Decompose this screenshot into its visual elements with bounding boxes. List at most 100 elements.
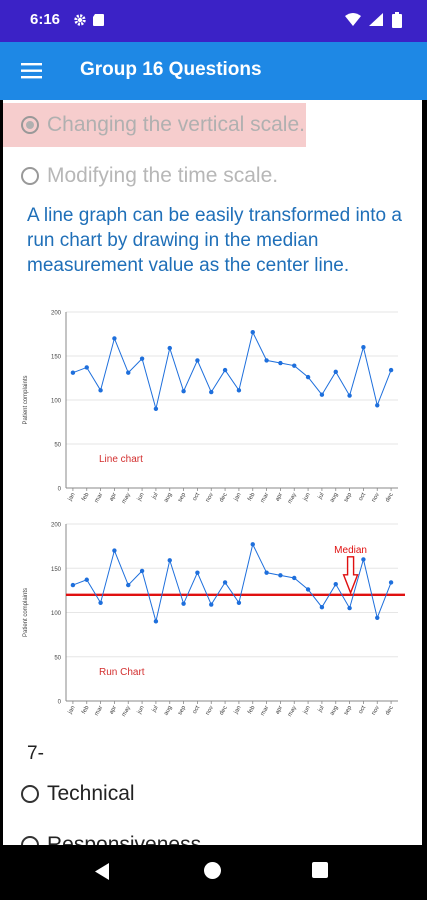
x-tick-label: oct (358, 705, 367, 715)
data-point (126, 582, 131, 588)
data-point (209, 602, 214, 607)
gear-icon (74, 14, 86, 26)
y-tick-label: 200 (51, 311, 62, 317)
x-tick-label: jun (302, 492, 312, 503)
series-line (72, 542, 392, 622)
x-tick-label: nov (371, 492, 381, 503)
data-point (250, 542, 255, 547)
answer-option[interactable]: Modifying the time scale. (3, 162, 278, 190)
x-tick-label: jun (302, 705, 312, 716)
chart-annotation: Run Chart (99, 667, 145, 678)
y-tick-label: 100 (51, 399, 62, 405)
x-tick-label: jul (151, 492, 160, 501)
x-tick-label: aug (163, 705, 173, 717)
data-point (375, 615, 380, 621)
data-point (98, 388, 103, 393)
y-tick-label: 200 (51, 523, 62, 529)
data-point (112, 548, 117, 553)
answer-option[interactable]: Responsiveness (3, 831, 201, 845)
data-point (278, 360, 283, 366)
data-point (84, 365, 89, 370)
answer-option[interactable]: Technical (3, 780, 135, 808)
radio-button[interactable] (21, 836, 39, 845)
status-right-icons (345, 12, 409, 33)
y-tick-label: 150 (51, 567, 62, 573)
y-tick-label: 0 (58, 700, 62, 706)
median-arrow-icon (342, 556, 359, 595)
x-tick-label: jun (136, 705, 146, 716)
status-left-icons (74, 13, 108, 32)
data-point (361, 345, 366, 350)
hamburger-menu-icon[interactable] (20, 59, 44, 83)
data-point (181, 389, 186, 394)
x-tick-label: jan (67, 705, 77, 716)
data-point (181, 601, 186, 606)
status-bar: 6:16 (0, 0, 427, 42)
x-tick-label: apr (109, 492, 119, 503)
x-tick-label: oct (358, 492, 367, 502)
answer-option-label: Technical (47, 782, 135, 805)
data-point (305, 374, 311, 380)
x-tick-label: sep (177, 491, 187, 503)
page-title: Group 16 Questions (80, 59, 262, 80)
answer-option-selected[interactable]: Changing the vertical scale. (3, 103, 306, 147)
data-point (250, 330, 255, 335)
status-time: 6:16 (30, 11, 61, 28)
x-tick-label: nov (205, 705, 215, 716)
home-circle-icon[interactable] (204, 862, 221, 879)
x-tick-label: mar (260, 705, 270, 717)
data-point (375, 403, 380, 408)
x-tick-label: dec (219, 492, 229, 503)
data-point (222, 367, 228, 373)
x-tick-label: aug (163, 492, 173, 504)
data-point (278, 573, 283, 578)
data-point (347, 393, 352, 398)
x-tick-label: jul (317, 705, 326, 714)
y-tick-label: 50 (54, 443, 61, 449)
question-content[interactable]: Changing the vertical scale. Modifying t… (3, 100, 422, 845)
x-tick-label: sep (343, 704, 353, 716)
data-point (98, 600, 103, 605)
data-point (112, 336, 117, 341)
chart-annotation: Line chart (99, 454, 143, 465)
y-tick-label: 150 (51, 355, 62, 361)
back-triangle-icon[interactable] (93, 862, 111, 886)
data-point (195, 358, 200, 363)
data-point (209, 389, 214, 395)
x-tick-label: mar (260, 492, 270, 504)
radio-button-checked[interactable] (21, 116, 39, 134)
data-point (264, 358, 269, 363)
x-tick-label: dec (219, 705, 229, 716)
x-tick-label: sep (177, 704, 187, 716)
median-label: Median (334, 545, 367, 556)
radio-button[interactable] (21, 167, 39, 185)
x-tick-label: may (287, 705, 298, 718)
radio-button[interactable] (21, 785, 39, 803)
recents-square-icon[interactable] (312, 862, 328, 878)
data-point (167, 345, 172, 351)
y-tick-label: 100 (51, 611, 62, 617)
x-tick-label: feb (81, 491, 91, 502)
data-point (139, 356, 145, 361)
answer-option-label: Responsiveness (47, 833, 202, 845)
answer-explanation: A line graph can be easily transformed i… (27, 205, 402, 276)
battery-icon (392, 12, 402, 28)
x-tick-label: apr (275, 492, 285, 503)
x-tick-label: jul (317, 492, 326, 501)
signal-icon (369, 13, 383, 26)
answer-option-label: Modifying the time scale. (47, 164, 279, 187)
x-tick-label: oct (192, 705, 201, 715)
data-point (347, 605, 352, 611)
data-point (388, 580, 394, 585)
x-tick-label: feb (81, 704, 91, 715)
data-point (305, 587, 311, 592)
data-point (388, 367, 394, 373)
y-tick-label: 50 (54, 655, 61, 661)
data-point (70, 370, 76, 375)
x-tick-label: nov (205, 492, 215, 503)
x-tick-label: apr (109, 705, 119, 716)
data-point (84, 577, 89, 582)
data-point (195, 570, 200, 575)
data-point (292, 575, 297, 581)
